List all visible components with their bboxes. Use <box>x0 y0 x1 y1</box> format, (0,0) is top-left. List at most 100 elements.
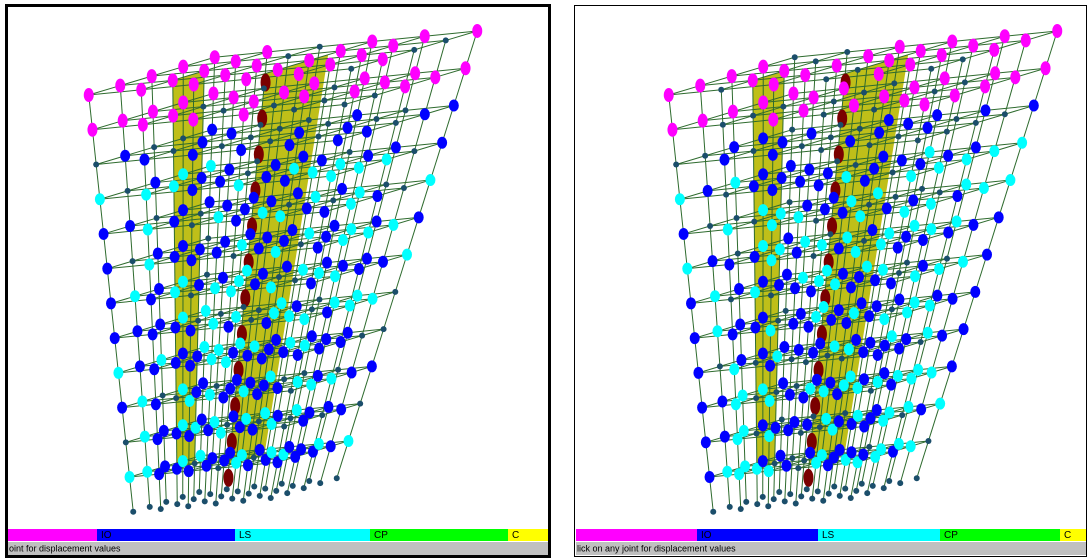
joint <box>221 356 231 368</box>
joint <box>321 231 331 243</box>
joint <box>693 367 703 379</box>
joint <box>864 490 870 496</box>
legend-swatch <box>97 529 235 541</box>
joint <box>130 290 140 302</box>
legend-swatch <box>818 529 940 541</box>
joint <box>461 61 471 75</box>
joint <box>187 184 197 196</box>
joint <box>168 73 178 87</box>
core-hinge <box>803 469 813 487</box>
joint <box>952 216 962 228</box>
joint <box>707 223 713 229</box>
joint <box>768 292 774 298</box>
joint <box>292 277 298 283</box>
joint <box>207 353 217 365</box>
joint <box>820 203 830 215</box>
joint <box>284 490 290 496</box>
joint <box>178 312 188 324</box>
joint <box>140 154 150 166</box>
joint <box>403 107 409 113</box>
joint <box>748 73 758 87</box>
joint <box>207 491 213 497</box>
joint <box>811 253 817 259</box>
joint <box>378 52 388 66</box>
joint <box>751 219 757 225</box>
joint <box>335 158 345 170</box>
joint <box>357 401 363 407</box>
legend-label: CP <box>374 530 388 541</box>
joint <box>430 70 440 84</box>
joint <box>874 127 884 139</box>
joint <box>293 349 303 361</box>
joint <box>754 501 760 507</box>
joint <box>846 281 856 293</box>
joint <box>207 452 217 464</box>
joint <box>853 410 863 422</box>
joint <box>289 163 299 175</box>
joint <box>820 498 826 504</box>
joint <box>824 353 830 359</box>
joint <box>712 325 722 337</box>
joint <box>248 317 254 323</box>
joint <box>727 69 737 83</box>
joint <box>841 171 851 183</box>
joint <box>825 377 835 389</box>
joint <box>191 386 201 398</box>
joint <box>932 109 942 121</box>
joint <box>185 360 195 372</box>
joint <box>252 59 262 73</box>
joint <box>823 167 833 179</box>
joint <box>867 224 877 236</box>
joint <box>868 388 874 394</box>
joint <box>846 195 856 207</box>
legend-swatch <box>697 529 818 541</box>
joint <box>916 44 926 58</box>
joint <box>805 383 815 395</box>
joint <box>279 481 285 487</box>
joint <box>325 121 331 127</box>
joint <box>380 75 390 89</box>
joint <box>774 279 784 291</box>
joint <box>710 290 720 302</box>
joint <box>776 489 782 495</box>
joint <box>827 231 833 237</box>
joint <box>275 210 285 222</box>
joint <box>185 503 191 509</box>
joint <box>918 260 928 272</box>
joint <box>410 66 420 80</box>
joint <box>885 407 895 419</box>
joint <box>879 89 889 103</box>
joint <box>414 211 424 223</box>
joint <box>758 240 768 252</box>
joint <box>823 76 829 82</box>
joint <box>285 53 291 59</box>
joint <box>214 383 220 389</box>
joint <box>314 438 324 450</box>
joint <box>338 234 348 246</box>
joint <box>861 238 867 244</box>
joint <box>697 402 707 414</box>
joint <box>290 483 296 489</box>
joint <box>809 496 815 502</box>
joint <box>927 366 937 378</box>
joint <box>154 283 164 295</box>
joint <box>925 438 931 444</box>
joint <box>363 150 373 162</box>
joint <box>758 383 768 395</box>
joint <box>118 114 128 128</box>
joint <box>257 353 267 365</box>
joint <box>989 145 999 157</box>
joint <box>248 134 254 140</box>
joint <box>879 313 889 325</box>
joint <box>132 325 142 337</box>
joint <box>212 247 222 259</box>
joint <box>853 488 859 494</box>
joint <box>858 449 868 461</box>
joint <box>411 47 417 53</box>
joint <box>352 109 362 121</box>
joint <box>779 341 789 353</box>
joint <box>864 310 874 322</box>
joint <box>163 499 169 505</box>
joint <box>198 136 208 148</box>
joint <box>682 263 692 275</box>
